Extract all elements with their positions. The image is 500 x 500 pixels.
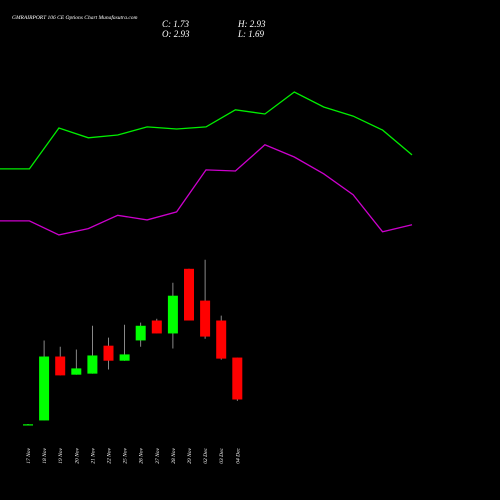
header-open: O: 2.93 (162, 29, 190, 39)
x-tick-label: 29 Nov (187, 447, 193, 463)
candle-body (200, 300, 211, 337)
header-low: L: 1.69 (237, 29, 265, 39)
candle-body (216, 320, 227, 359)
x-tick-label: 19 Nov (58, 447, 64, 463)
x-tick-label: 17 Nov (26, 447, 32, 463)
x-tick-label: 20 Nov (74, 447, 80, 463)
x-tick-label: 04 Dec (234, 447, 241, 463)
header-high: H: 2.93 (237, 19, 266, 29)
x-tick-label: 02 Dec (203, 447, 209, 463)
indicator-line (0, 144, 413, 236)
x-tick-label: 28 Nov (171, 447, 177, 463)
candle-body (71, 368, 82, 375)
candle-body (23, 424, 33, 426)
candle-body (167, 295, 178, 334)
x-tick-label: 03 Dec (219, 447, 225, 463)
x-tick-label: 18 Nov (42, 447, 48, 463)
candle-body (39, 356, 50, 421)
x-tick-label: 27 Nov (155, 447, 161, 463)
candle-body (119, 354, 130, 361)
x-tick-label: 26 Nov (139, 447, 145, 463)
candle-body (151, 320, 162, 334)
candle-body (87, 355, 98, 374)
header-close: C: 1.73 (162, 19, 190, 29)
candle-body (135, 325, 146, 341)
candle-body (103, 345, 114, 361)
candle-body (55, 356, 66, 376)
x-tick-label: 21 Nov (90, 447, 96, 463)
candle-body (184, 268, 194, 321)
x-tick-label: 25 Nov (123, 447, 129, 463)
candle-body (232, 357, 243, 400)
chart-title: GMRAIRPORT 106 CE Options Chart Munafasu… (12, 14, 138, 21)
indicator-line (0, 91, 413, 170)
x-tick-label: 22 Nov (107, 447, 113, 463)
